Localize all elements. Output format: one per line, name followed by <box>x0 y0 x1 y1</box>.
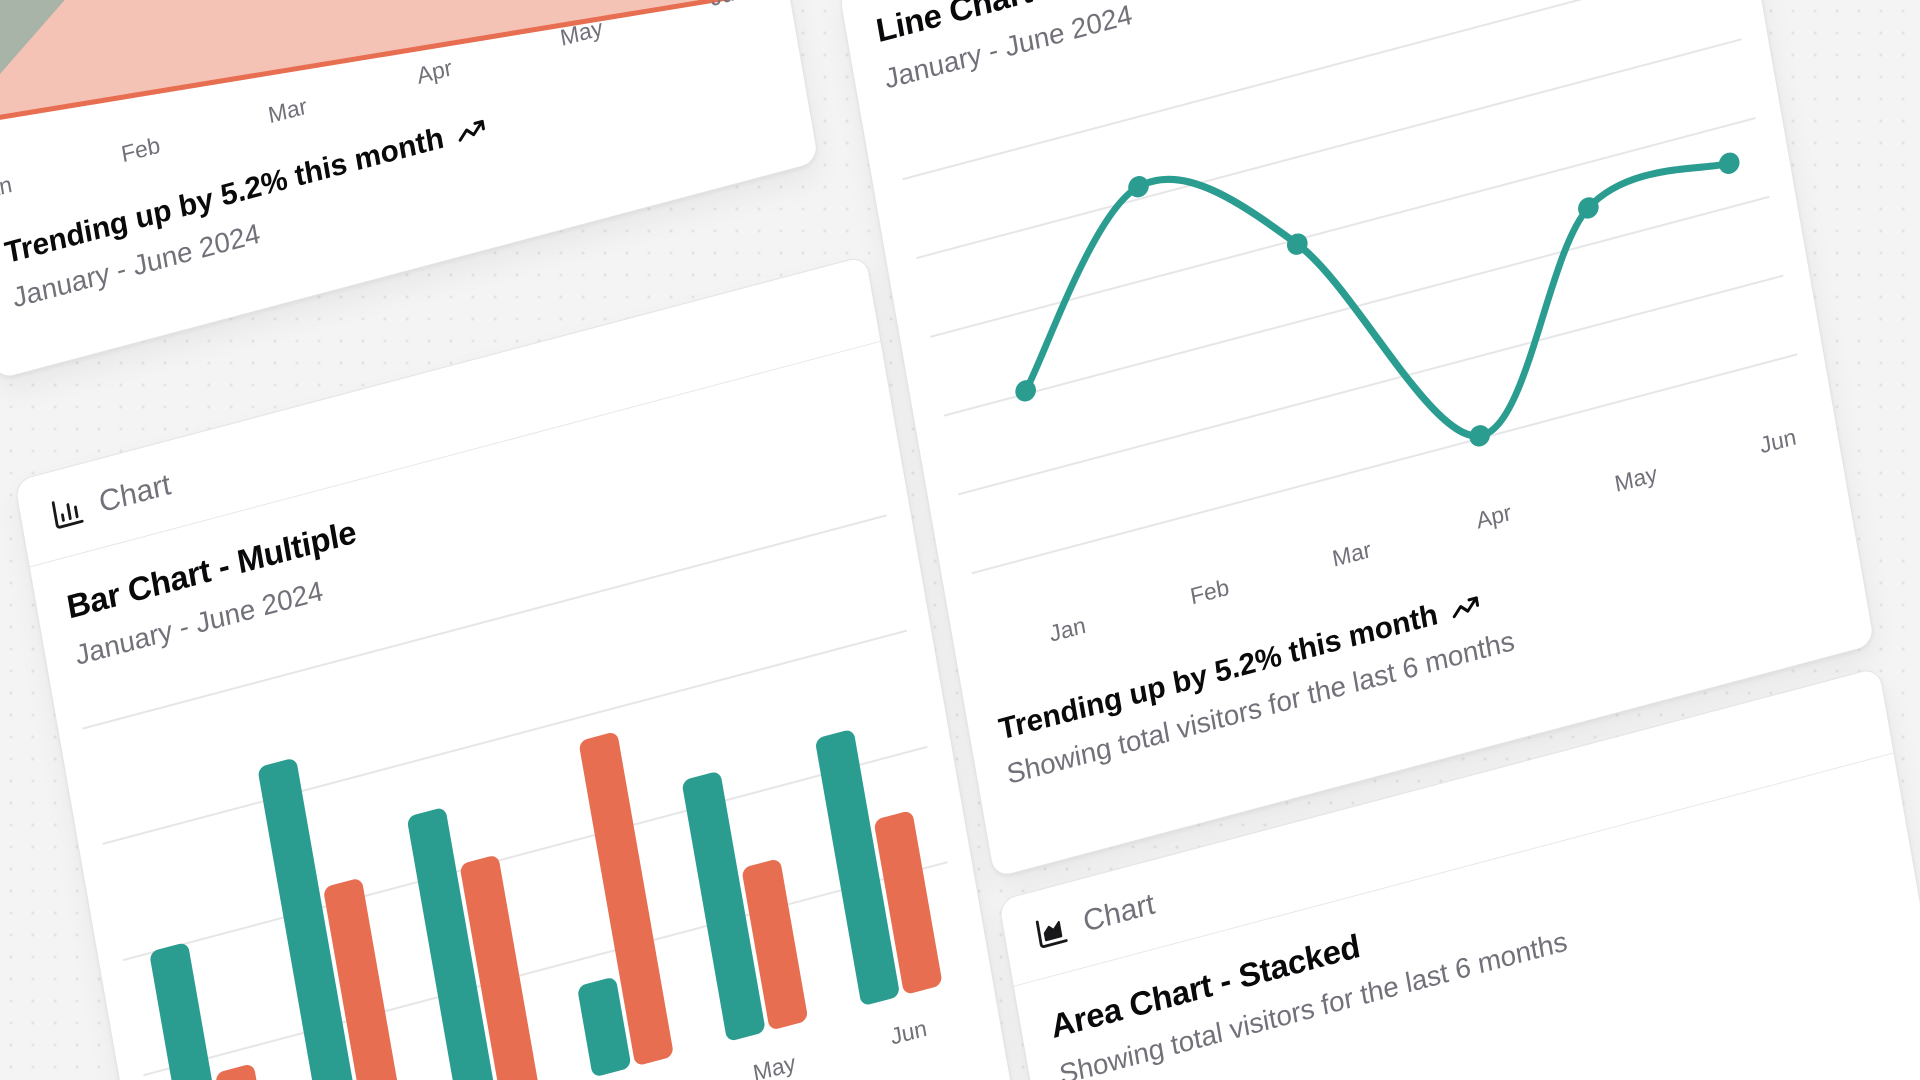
container-header: Chart <box>14 256 881 568</box>
svg-text:Mar: Mar <box>1330 536 1373 572</box>
card-body: Line Chart - Dots January - June 2024 Ja… <box>839 0 1847 724</box>
container-header-label: Chart <box>96 467 174 520</box>
svg-text:Apr: Apr <box>415 54 454 89</box>
card-footer: Trending up by 5.2% this month Showing t… <box>996 580 1517 791</box>
line-chart: Jan Feb Mar Apr May Jun <box>902 0 1798 647</box>
container-header-label: Chart <box>1080 887 1158 939</box>
svg-text:Mar: Mar <box>266 92 309 128</box>
line-chart-card: Line Chart - Dots January - June 2024 Ja… <box>837 0 1876 879</box>
svg-text:Apr: Apr <box>1474 499 1513 534</box>
svg-text:May: May <box>751 1049 798 1080</box>
svg-text:Jan: Jan <box>1047 612 1087 647</box>
svg-text:Jun: Jun <box>708 0 748 11</box>
svg-text:Feb: Feb <box>119 132 162 168</box>
trending-up-icon <box>1453 596 1480 619</box>
container-header: Chart <box>998 667 1894 987</box>
area-chart-container-card: Chart Area Chart - Stacked Showing total… <box>997 666 1920 1080</box>
trend-line: Trending up by 5.2% this month <box>996 580 1509 748</box>
area-chart-icon <box>1035 920 1068 948</box>
svg-text:Jun: Jun <box>1758 423 1798 458</box>
card-footer: Trending up by 5.2% this month January -… <box>2 110 496 314</box>
svg-text:Jan: Jan <box>0 171 14 206</box>
trending-up-icon <box>459 119 486 142</box>
svg-text:Jun: Jun <box>888 1015 928 1050</box>
bar-chart-icon <box>51 501 84 529</box>
svg-text:May: May <box>1613 460 1660 497</box>
trend-line: Trending up by 5.2% this month <box>2 110 489 271</box>
svg-text:Feb: Feb <box>1188 574 1231 610</box>
card-body: Bar Chart - Multiple January - June 2024… <box>30 342 1014 1080</box>
bar-chart-container-card: Chart Bar Chart - Multiple January - Jun… <box>13 254 1057 1080</box>
